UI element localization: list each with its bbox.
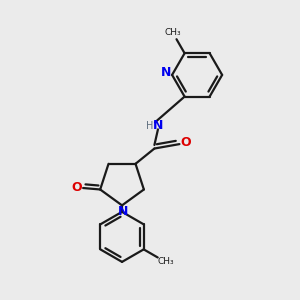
Text: N: N <box>118 205 128 218</box>
Text: CH₃: CH₃ <box>164 28 181 37</box>
Text: O: O <box>71 181 82 194</box>
Text: O: O <box>180 136 190 149</box>
Text: CH₃: CH₃ <box>157 257 174 266</box>
Text: N: N <box>160 66 171 79</box>
Text: N: N <box>153 119 163 132</box>
Text: H: H <box>146 121 154 131</box>
